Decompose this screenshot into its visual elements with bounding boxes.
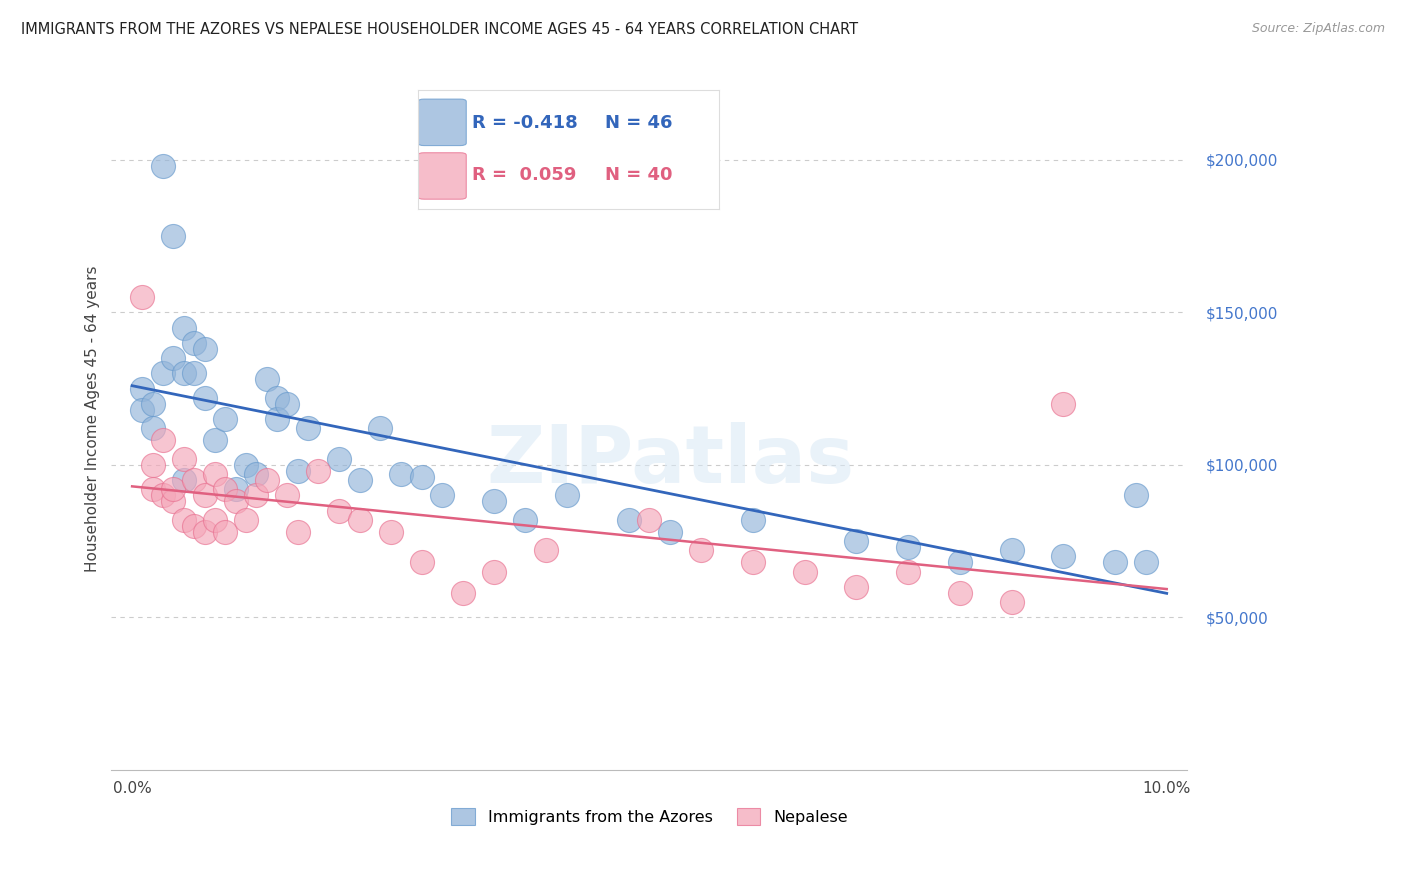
- Point: [214, 524, 236, 539]
- Point: [1000, 543, 1022, 558]
- Point: [1125, 488, 1147, 502]
- Point: [1052, 549, 1074, 564]
- Point: [142, 482, 165, 496]
- Point: [214, 412, 236, 426]
- Point: [897, 565, 920, 579]
- Point: [484, 565, 506, 579]
- Point: [949, 555, 972, 569]
- Point: [193, 342, 215, 356]
- Point: [173, 513, 195, 527]
- Point: [162, 482, 184, 496]
- Point: [142, 458, 165, 472]
- Point: [266, 412, 288, 426]
- Point: [411, 470, 433, 484]
- Point: [515, 513, 537, 527]
- Point: [173, 320, 195, 334]
- Point: [845, 580, 868, 594]
- Point: [690, 543, 713, 558]
- Text: ZIPatlas: ZIPatlas: [486, 422, 855, 500]
- Point: [741, 513, 763, 527]
- Point: [173, 451, 195, 466]
- Point: [256, 473, 278, 487]
- Point: [173, 473, 195, 487]
- Point: [225, 494, 247, 508]
- Point: [131, 290, 153, 304]
- Point: [131, 403, 153, 417]
- Point: [370, 421, 392, 435]
- Point: [349, 473, 371, 487]
- Point: [256, 372, 278, 386]
- Point: [380, 524, 402, 539]
- Point: [152, 434, 174, 448]
- Point: [245, 488, 267, 502]
- Point: [183, 518, 205, 533]
- Point: [949, 586, 972, 600]
- Point: [328, 451, 350, 466]
- Point: [214, 482, 236, 496]
- Point: [235, 458, 257, 472]
- Text: IMMIGRANTS FROM THE AZORES VS NEPALESE HOUSEHOLDER INCOME AGES 45 - 64 YEARS COR: IMMIGRANTS FROM THE AZORES VS NEPALESE H…: [21, 22, 858, 37]
- Point: [204, 513, 226, 527]
- Point: [162, 494, 184, 508]
- Point: [204, 434, 226, 448]
- Point: [555, 488, 578, 502]
- Point: [193, 524, 215, 539]
- Point: [1135, 555, 1157, 569]
- Point: [638, 513, 661, 527]
- Point: [152, 488, 174, 502]
- Point: [432, 488, 454, 502]
- Point: [131, 382, 153, 396]
- Point: [183, 367, 205, 381]
- Point: [1052, 397, 1074, 411]
- Point: [266, 391, 288, 405]
- Point: [152, 367, 174, 381]
- Legend: Immigrants from the Azores, Nepalese: Immigrants from the Azores, Nepalese: [451, 808, 848, 825]
- Point: [193, 488, 215, 502]
- Point: [307, 464, 329, 478]
- Point: [411, 555, 433, 569]
- Point: [152, 159, 174, 173]
- Point: [451, 586, 474, 600]
- Point: [162, 351, 184, 365]
- Point: [142, 421, 165, 435]
- Point: [297, 421, 319, 435]
- Point: [287, 524, 309, 539]
- Point: [276, 488, 298, 502]
- Point: [1104, 555, 1126, 569]
- Point: [897, 540, 920, 554]
- Point: [173, 367, 195, 381]
- Point: [183, 473, 205, 487]
- Point: [204, 467, 226, 481]
- Point: [235, 513, 257, 527]
- Point: [142, 397, 165, 411]
- Point: [328, 503, 350, 517]
- Y-axis label: Householder Income Ages 45 - 64 years: Householder Income Ages 45 - 64 years: [86, 266, 100, 573]
- Point: [1000, 595, 1022, 609]
- Point: [287, 464, 309, 478]
- Point: [617, 513, 640, 527]
- Point: [245, 467, 267, 481]
- Point: [193, 391, 215, 405]
- Point: [162, 229, 184, 244]
- Point: [276, 397, 298, 411]
- Point: [225, 482, 247, 496]
- Point: [845, 534, 868, 549]
- Point: [659, 524, 682, 539]
- Point: [389, 467, 412, 481]
- Point: [349, 513, 371, 527]
- Point: [534, 543, 557, 558]
- Point: [793, 565, 815, 579]
- Point: [741, 555, 763, 569]
- Text: Source: ZipAtlas.com: Source: ZipAtlas.com: [1251, 22, 1385, 36]
- Point: [183, 335, 205, 350]
- Point: [484, 494, 506, 508]
